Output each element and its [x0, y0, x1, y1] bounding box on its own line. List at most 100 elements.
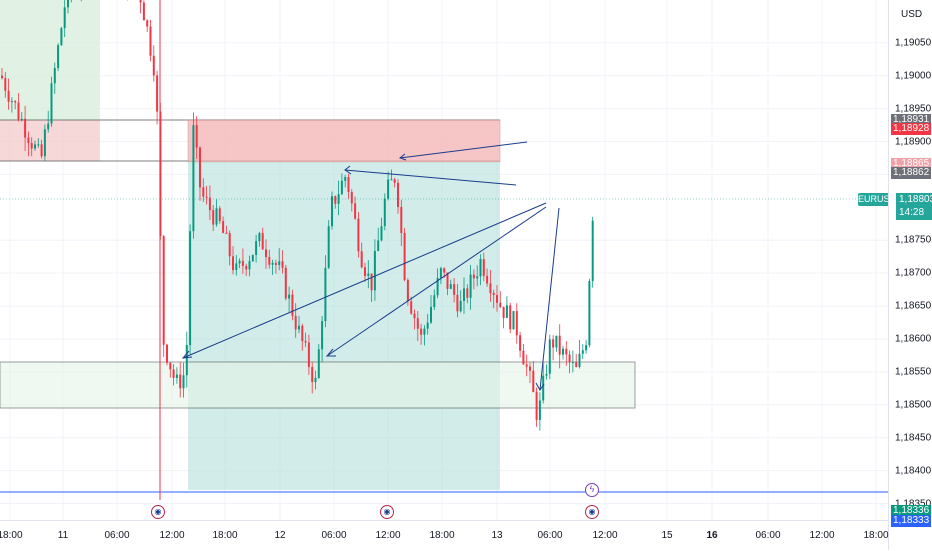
candle-body: [149, 26, 152, 56]
candle-body: [403, 232, 406, 281]
time-axis[interactable]: 18:00 11 06:00 12:00 18:00 12 06:00 12:00 18:00 1…: [0, 520, 889, 551]
candle-body: [50, 83, 53, 124]
time-axis-label: 12: [274, 530, 286, 541]
trendline-5-arrow: [535, 382, 545, 391]
price-axis-label: 1,18350: [895, 498, 932, 510]
price-axis-label: 1,18750: [895, 234, 932, 246]
candle-body: [496, 295, 498, 303]
candle-body: [535, 392, 538, 420]
candle-body: [205, 196, 208, 198]
us-event-icon-2[interactable]: ◉: [380, 505, 394, 519]
candle-body: [479, 259, 482, 277]
flash-event-icon[interactable]: ϟ: [585, 483, 599, 497]
candle-body: [354, 203, 357, 219]
candle-body: [420, 328, 423, 335]
currency-label[interactable]: USD: [901, 9, 923, 20]
candle-body: [139, 0, 142, 3]
candle-body: [364, 267, 366, 277]
time-axis-label: 15: [661, 530, 673, 541]
candle-body: [142, 2, 145, 21]
candle-body: [304, 341, 307, 343]
candle-body: [397, 182, 399, 208]
candle-body: [453, 284, 456, 295]
time-axis-label: 12:00: [592, 530, 618, 541]
candle-body: [456, 294, 459, 312]
candle-body: [317, 349, 320, 378]
candle-body: [538, 400, 541, 420]
price-tag: 1,18862: [891, 166, 931, 179]
time-axis-label: 06:00: [755, 530, 781, 541]
time-axis-label: 16: [706, 530, 718, 541]
candle-body: [585, 345, 588, 351]
candle-body: [360, 251, 363, 268]
us-event-icon-3[interactable]: ◉: [585, 505, 599, 519]
candle-body: [278, 261, 281, 265]
candle-body: [17, 102, 20, 120]
candle-body: [281, 261, 284, 268]
candle-body: [261, 233, 264, 250]
time-axis-label: 12:00: [809, 530, 835, 541]
candle-body: [522, 350, 525, 365]
time-axis-label: 06:00: [321, 530, 347, 541]
candle-body: [245, 265, 248, 270]
candle-body: [47, 123, 50, 130]
candle-body: [192, 125, 195, 232]
candle-body: [53, 68, 56, 84]
candle-body: [555, 335, 558, 348]
candle-body: [430, 306, 432, 323]
candle-body: [347, 177, 350, 192]
candle-body: [331, 196, 333, 227]
candle-body: [1, 75, 3, 79]
candle-body: [7, 90, 10, 102]
chart-area[interactable]: ◉ ◉ ◉ ϟ EURUSD: [0, 0, 888, 520]
candle-body: [30, 143, 33, 149]
candle-body: [509, 305, 512, 330]
candle-body: [258, 233, 261, 242]
candle-body: [195, 125, 198, 148]
candle-body: [43, 129, 46, 157]
candle-body: [169, 362, 172, 370]
price-tag: 1,18336: [891, 504, 931, 517]
candle-body: [436, 277, 439, 296]
candle-body: [235, 263, 238, 271]
candle-body: [568, 354, 571, 363]
left-supply-zone: [0, 120, 100, 161]
candle-body: [519, 335, 522, 351]
trendline-5: [539, 207, 560, 391]
candle-body: [532, 370, 535, 393]
candle-body: [469, 274, 472, 298]
candle-body: [24, 118, 27, 138]
candle-body: [175, 374, 178, 378]
candle-body: [449, 284, 452, 289]
trendline-2-arrow: [344, 165, 352, 175]
candle-body: [202, 187, 205, 197]
candle-body: [218, 208, 221, 222]
candle-body: [162, 236, 165, 345]
candle-body: [321, 321, 324, 350]
candle-body: [251, 254, 254, 262]
price-axis-label: 1,18650: [895, 300, 932, 312]
candlesticks: [1, 0, 594, 431]
time-axis-label: 06:00: [537, 530, 563, 541]
price-axis-label: 1,18550: [895, 366, 932, 378]
price-tag: 1,18333: [891, 514, 931, 527]
time-axis-label: 18:00: [0, 530, 23, 541]
candle-body: [271, 262, 274, 265]
candle-body: [284, 267, 287, 299]
stop-loss-zone: [187, 119, 501, 163]
us-event-icon-1[interactable]: ◉: [151, 505, 165, 519]
candle-body: [166, 344, 168, 363]
candle-body: [34, 144, 36, 149]
symbol-tag[interactable]: EURUSD: [858, 193, 888, 206]
candle-body: [357, 218, 360, 252]
candle-body: [14, 101, 17, 103]
price-chart[interactable]: [0, 0, 888, 520]
candle-body: [588, 280, 591, 346]
candle-body: [575, 362, 578, 367]
candle-body: [463, 288, 465, 301]
candle-body: [413, 313, 416, 319]
price-axis[interactable]: USD 1,190501,190001,189501,189001,188501…: [888, 0, 932, 550]
candle-body: [472, 274, 475, 279]
trendline-1-arrow: [398, 153, 407, 161]
candle-body: [307, 342, 310, 368]
